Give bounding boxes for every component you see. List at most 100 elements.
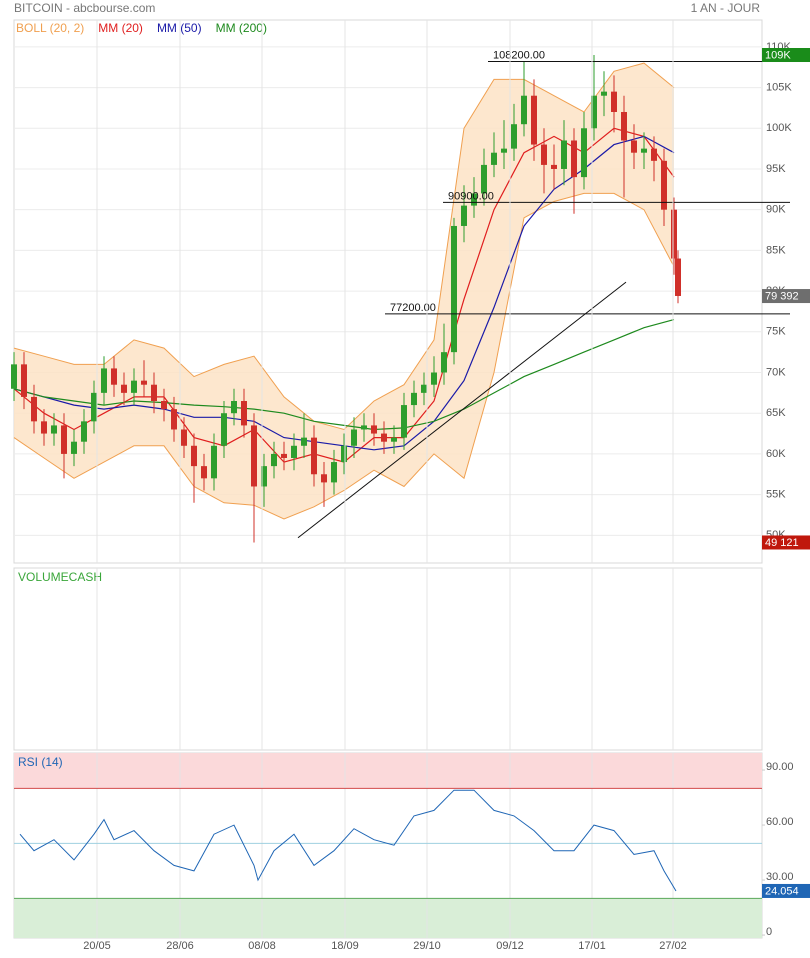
panel-title: VOLUMECASH [18,570,102,584]
y-tick-label: 75K [766,326,786,338]
candle-body [331,462,337,483]
legend-entry: MM (200) [216,21,267,35]
rsi-badge-label: 24.054 [765,885,799,897]
candle-body [675,258,681,296]
x-tick-label: 18/09 [331,940,359,952]
price-badge [762,48,810,63]
candle-body [181,429,187,446]
candle-body [321,474,327,483]
candle-body [271,453,277,467]
candle-body [471,193,477,206]
x-tick-label: 27/02 [659,940,687,952]
page-title: BITCOIN - abcbourse.com [14,1,155,15]
candle-body [431,372,437,385]
candle-body [151,384,157,401]
candle-body [501,148,507,153]
candle-body [231,400,237,414]
candle-body [641,148,647,153]
candle-body [121,384,127,393]
candle-body [521,95,527,125]
y-tick-label: 60.00 [766,816,794,828]
candle-body [601,91,607,96]
candle-body [581,128,587,178]
candle-body [281,453,287,458]
candle-body [101,368,107,393]
trend-line [297,281,627,539]
candle-body [571,140,577,178]
candle-body [611,91,617,112]
candle-body [511,124,517,149]
legend-entry: MM (20) [98,21,143,35]
candle-body [551,164,557,169]
candle-body [481,164,487,194]
y-tick-label: 0 [766,926,772,938]
panel-frame [13,567,763,751]
x-tick-label: 28/06 [166,940,194,952]
y-tick-label: 70K [766,366,786,378]
level-label: 108200.00 [493,49,545,61]
x-tick-label: 09/12 [496,940,524,952]
candle-body [111,368,117,385]
candle-body [531,95,537,145]
y-tick-label: 30.00 [766,871,794,883]
candle-body [171,409,177,430]
y-tick-label: 105K [766,81,792,93]
x-tick-label: 20/05 [83,940,111,952]
candle-body [441,352,447,373]
candle-body [661,160,667,210]
candle-body [41,421,47,434]
level-label: 90900.00 [448,190,494,202]
candle-body [401,405,407,438]
candle-body [361,425,367,430]
y-tick-label: 95K [766,163,786,175]
candle-body [491,152,497,165]
candle-body [61,425,67,454]
candle-body [341,445,347,463]
candle-body [621,111,627,141]
rsi-badge [762,883,810,898]
candle-body [251,425,257,487]
candle-body [191,445,197,467]
period: 1 AN - JOUR [691,1,761,15]
candle-body [411,392,417,406]
candle-body [301,437,307,446]
legend-entry: BOLL (20, 2) [16,21,84,35]
price-badge-label: 49 121 [765,537,799,549]
candle-body [201,466,207,479]
candle-body [631,140,637,153]
x-tick-label: 08/08 [248,940,276,952]
y-tick-label: 90K [766,204,786,216]
y-tick-label: 85K [766,244,786,256]
candle-body [351,429,357,446]
candle-body [11,364,17,389]
x-tick-label: 29/10 [413,940,441,952]
candle-body [131,380,137,393]
candle-body [311,437,317,475]
candle-body [421,384,427,393]
price-badge [762,535,810,550]
candle-body [541,144,547,165]
legend-entry: MM (50) [157,21,202,35]
price-badge-label: 109K [765,49,791,61]
rsi-line [19,789,677,892]
bollinger-fill [14,63,674,519]
candle-body [371,425,377,434]
y-tick-label: 55K [766,489,786,501]
price-badge [762,289,810,304]
candle-body [141,380,147,385]
candle-body [71,441,77,454]
y-tick-label: 65K [766,407,786,419]
candle-body [241,400,247,426]
candle-body [671,209,677,259]
candle-body [51,425,57,434]
candle-body [461,205,467,226]
panel-title: RSI (14) [18,755,63,769]
candle-body [591,95,597,129]
candle-body [391,437,397,442]
candle-body [381,433,387,442]
candle-body [451,225,457,353]
candle-body [261,466,267,487]
y-tick-label: 60K [766,448,786,460]
price-badge-label: 79 392 [765,290,799,302]
